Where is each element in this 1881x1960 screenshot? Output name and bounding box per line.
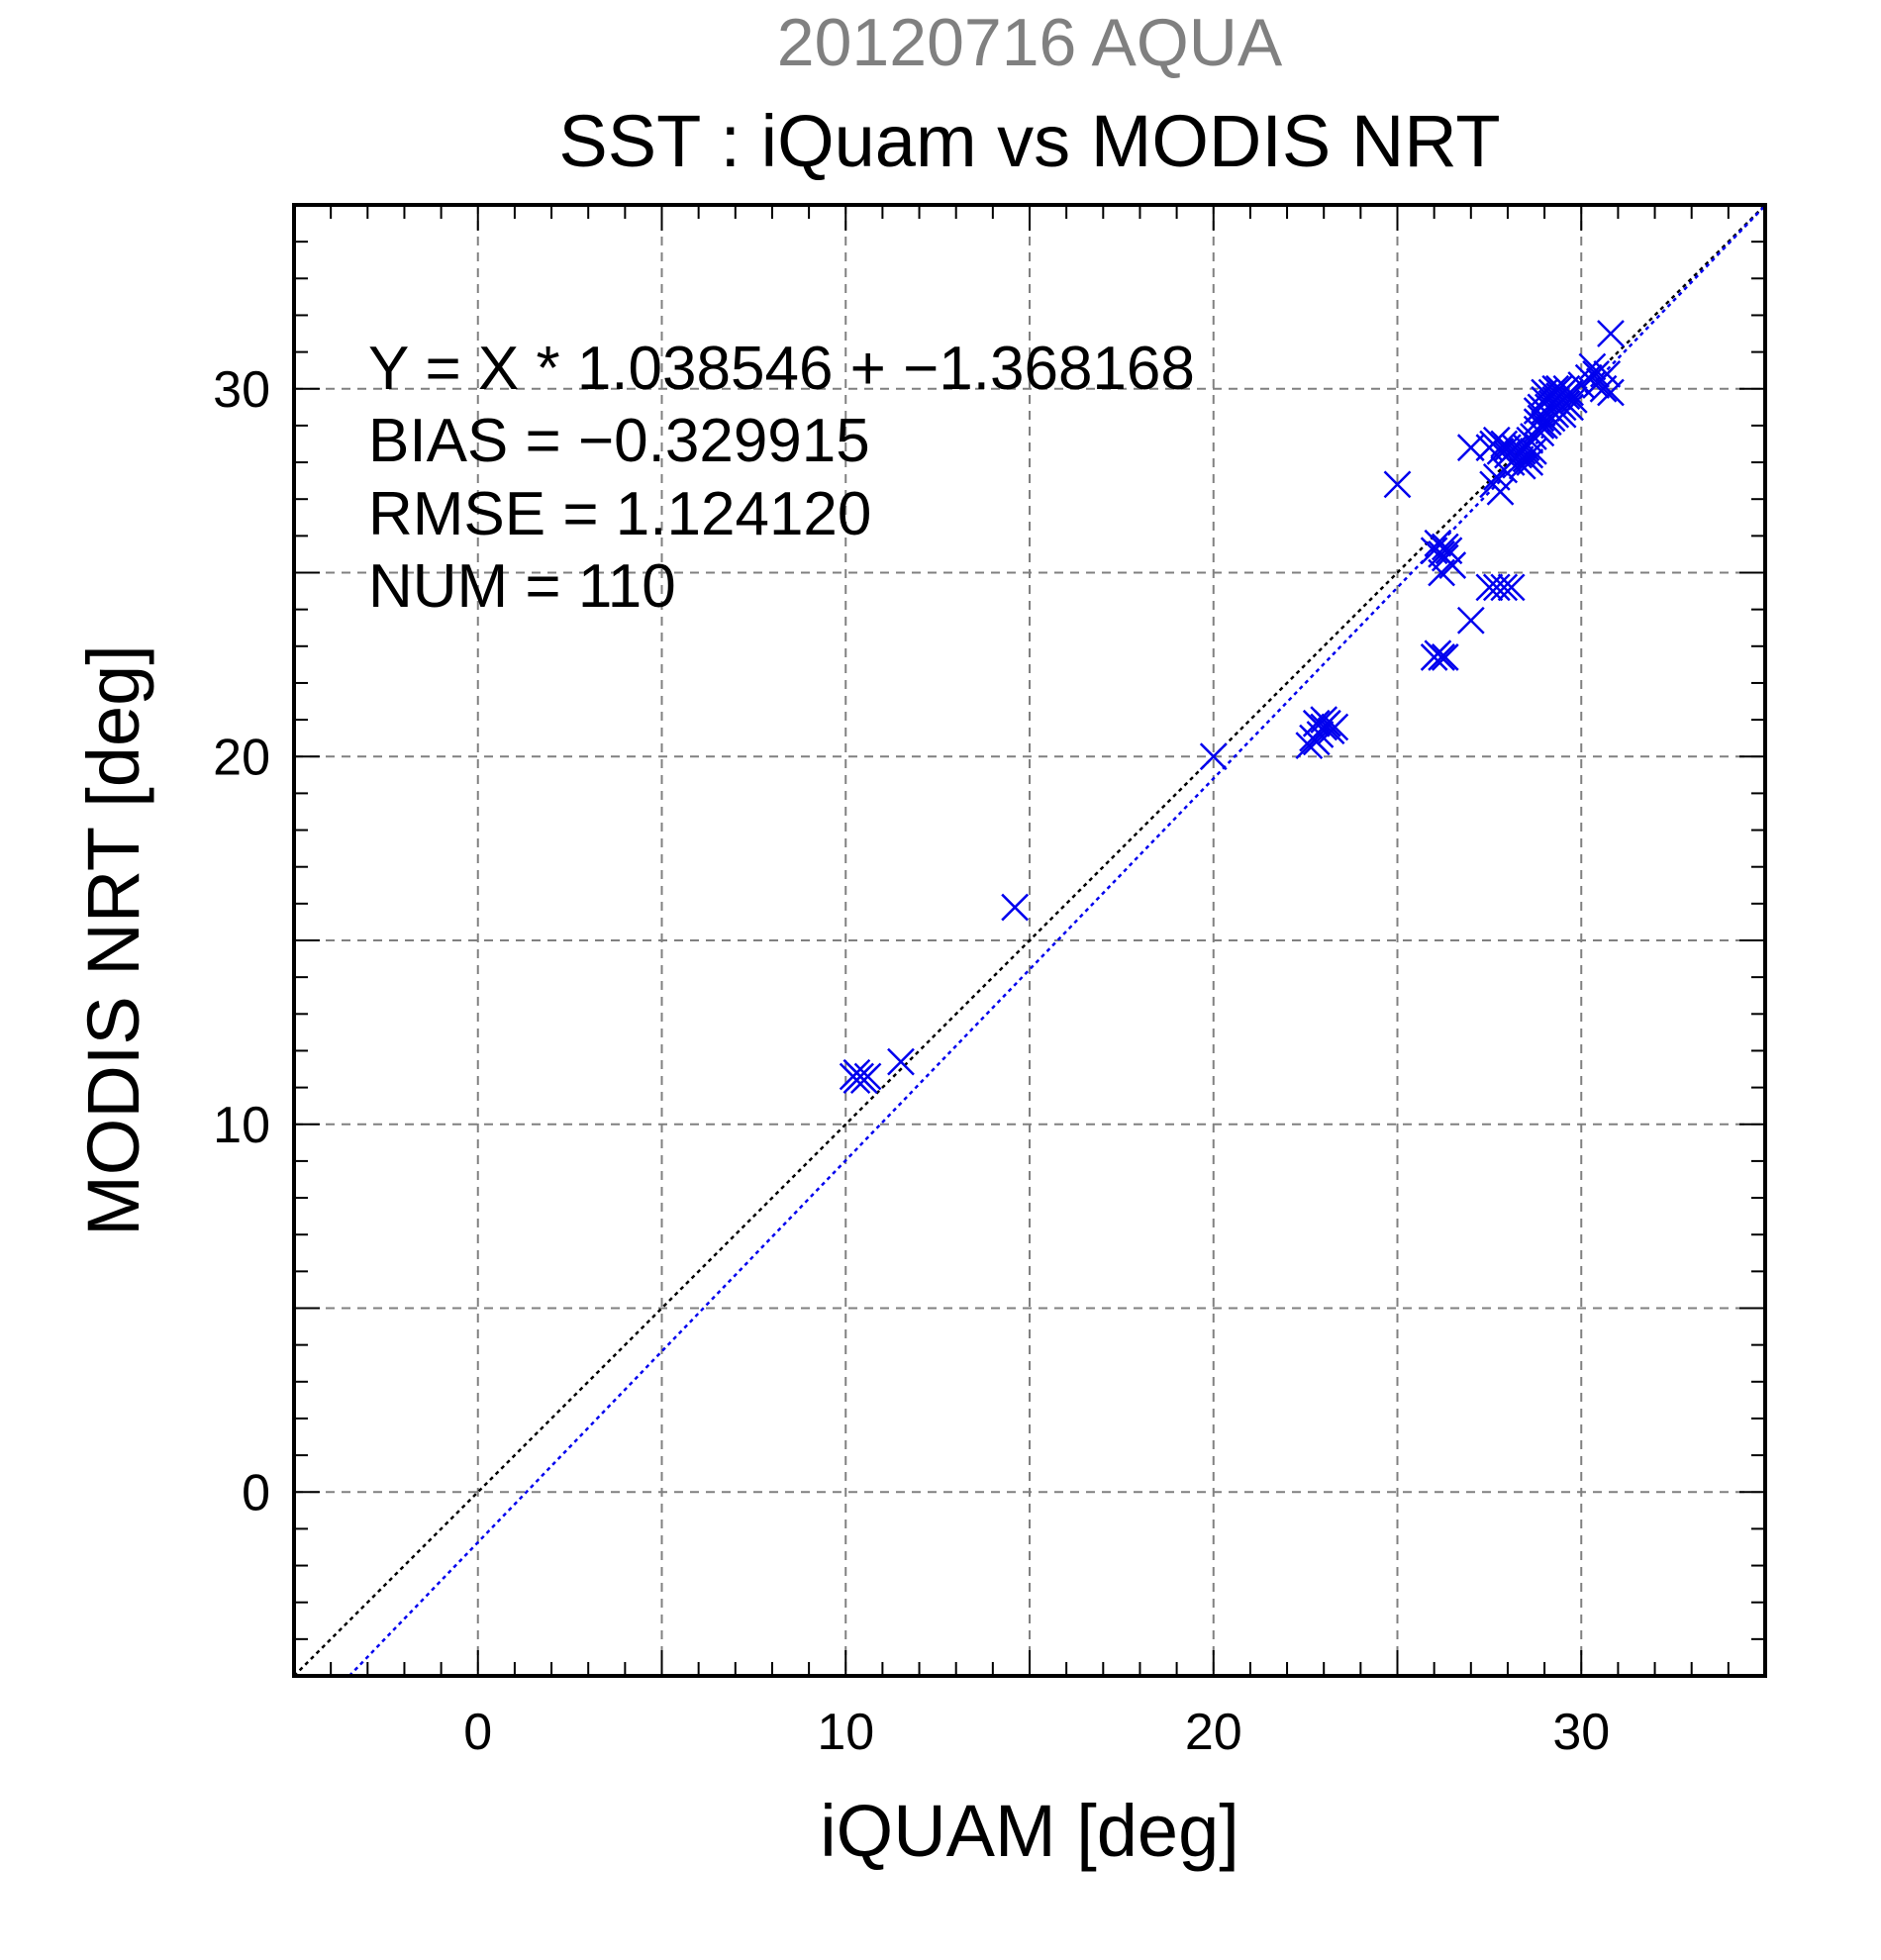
data-point (1537, 397, 1566, 425)
grid-lines (294, 205, 1765, 1676)
data-point (1516, 426, 1544, 454)
data-point (1490, 573, 1519, 602)
reference-lines (293, 204, 1766, 1677)
data-point (1428, 643, 1455, 671)
data-point (1199, 742, 1228, 771)
data-point (1527, 412, 1555, 440)
data-point (842, 1058, 871, 1087)
data-point (1578, 352, 1607, 381)
data-point (1597, 378, 1625, 407)
plot-frame (292, 203, 1767, 1678)
y-tick-label: 10 (213, 1097, 270, 1154)
stats-equation: Y = X * 1.038546 + −1.368168 (368, 335, 1195, 403)
data-point (1383, 470, 1412, 499)
data-point (1482, 573, 1511, 602)
x-tick-label: 20 (1185, 1704, 1242, 1761)
y-tick-label: 20 (213, 729, 270, 786)
stats-bias: BIAS = −0.329915 (368, 407, 870, 475)
x-tick-label: 10 (817, 1704, 874, 1761)
data-point (1545, 374, 1573, 403)
data-point (1431, 533, 1459, 561)
y-tick-labels: 0 10 20 30 (213, 361, 270, 1522)
y-tick-label: 0 (242, 1464, 270, 1521)
data-point (1556, 393, 1584, 422)
identity-line (293, 204, 1766, 1677)
data-points (839, 320, 1625, 1095)
data-point (1001, 893, 1030, 922)
x-tick-label: 30 (1552, 1704, 1610, 1761)
data-point (1302, 728, 1331, 756)
data-point (1310, 706, 1338, 734)
data-point (1456, 606, 1485, 635)
x-tick-label: 0 (463, 1704, 492, 1761)
data-point (1597, 320, 1625, 347)
data-point (1497, 573, 1526, 602)
data-point (1582, 360, 1610, 388)
data-point (1486, 477, 1515, 506)
x-axis-label: iQUAM [deg] (820, 1790, 1239, 1872)
data-point (1431, 643, 1459, 671)
data-point (1475, 573, 1504, 602)
data-point (1424, 529, 1452, 557)
chart-title: SST : iQuam vs MODIS NRT (558, 100, 1500, 182)
data-point (1438, 551, 1467, 579)
data-point (853, 1062, 882, 1091)
data-point (1582, 371, 1610, 399)
chart-supertitle: 20120716 AQUA (777, 5, 1283, 80)
data-point (1516, 448, 1544, 476)
stats-rmse: RMSE = 1.124120 (368, 480, 871, 548)
y-axis-label: MODIS NRT [deg] (72, 644, 154, 1236)
data-point (887, 1047, 915, 1076)
y-tick-label: 30 (213, 361, 270, 419)
data-point (1520, 438, 1547, 465)
x-tick-labels: 0 10 20 30 (463, 1704, 1610, 1761)
stats-num: NUM = 110 (368, 552, 676, 621)
